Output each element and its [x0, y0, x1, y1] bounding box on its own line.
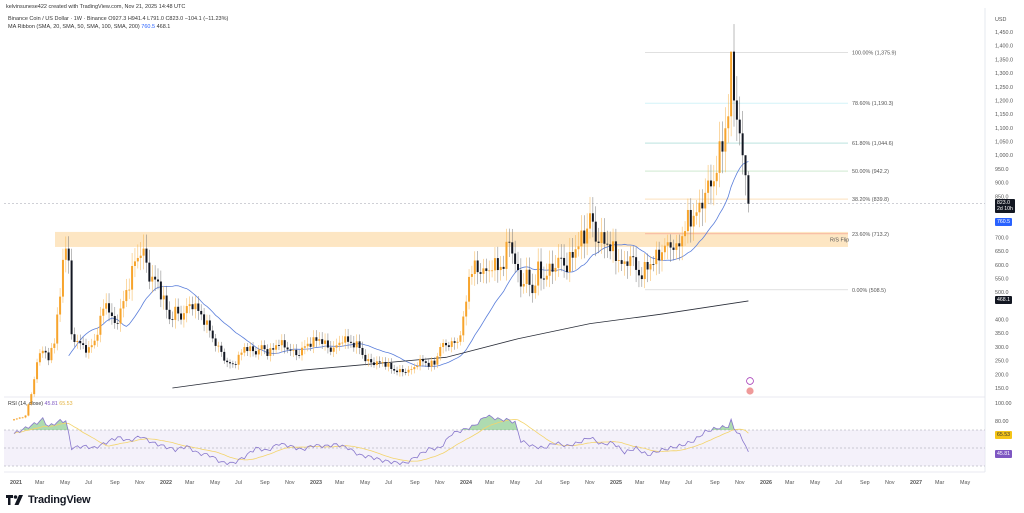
svg-text:Mar: Mar — [35, 480, 44, 486]
svg-text:Sep: Sep — [560, 480, 570, 486]
svg-text:80.00: 80.00 — [995, 419, 1009, 425]
event-badge-icon[interactable] — [746, 377, 754, 385]
bar-countdown: 2d 10h — [997, 206, 1013, 212]
svg-text:R/S Flip: R/S Flip — [830, 237, 849, 243]
chart-legend: Binance Coin / US Dollar · 1W · Binance … — [8, 15, 228, 31]
rsi-value-tag: 45.81 — [995, 450, 1012, 458]
svg-text:1,200.0: 1,200.0 — [995, 98, 1013, 104]
svg-text:61.80% (1,044.6): 61.80% (1,044.6) — [852, 141, 894, 147]
svg-text:400.0: 400.0 — [995, 318, 1009, 324]
svg-text:1,450.0: 1,450.0 — [995, 30, 1013, 36]
svg-text:1,350.0: 1,350.0 — [995, 57, 1013, 63]
ma200-price-tag: 468.1 — [995, 296, 1012, 304]
ma50-value: 760.5 — [141, 24, 156, 30]
svg-text:Jul: Jul — [235, 480, 242, 486]
svg-text:May: May — [960, 480, 970, 486]
svg-text:May: May — [510, 480, 520, 486]
svg-text:2025: 2025 — [610, 480, 622, 486]
svg-text:38.20% (839.8): 38.20% (839.8) — [852, 197, 889, 203]
svg-text:Mar: Mar — [485, 480, 494, 486]
svg-text:500.0: 500.0 — [995, 290, 1009, 296]
svg-text:May: May — [60, 480, 70, 486]
svg-text:100.00% (1,375.9): 100.00% (1,375.9) — [852, 50, 897, 56]
svg-text:850.0: 850.0 — [995, 194, 1009, 200]
attribution-text: kelvinsunese422 created with TradingView… — [6, 4, 186, 10]
svg-text:May: May — [210, 480, 220, 486]
svg-text:900.0: 900.0 — [995, 181, 1009, 187]
svg-text:0.00% (508.5): 0.00% (508.5) — [852, 288, 886, 294]
svg-text:May: May — [810, 480, 820, 486]
svg-text:2021: 2021 — [10, 480, 22, 486]
svg-text:Sep: Sep — [860, 480, 870, 486]
tradingview-logo-text: TradingView — [28, 494, 91, 506]
svg-text:23.60% (713.2): 23.60% (713.2) — [852, 232, 889, 238]
svg-text:550.0: 550.0 — [995, 276, 1009, 282]
ma-ribbon-label: MA Ribbon (SMA, 20, SMA, 50, SMA, 100, S… — [8, 24, 140, 30]
svg-text:2022: 2022 — [160, 480, 172, 486]
svg-text:Jul: Jul — [835, 480, 842, 486]
svg-text:100.00: 100.00 — [995, 401, 1012, 407]
svg-text:1,000.0: 1,000.0 — [995, 153, 1013, 159]
svg-text:300.0: 300.0 — [995, 345, 1009, 351]
rsi-value: 45.81 — [44, 401, 58, 407]
svg-text:600.0: 600.0 — [995, 263, 1009, 269]
economic-event-icon[interactable] — [746, 387, 754, 395]
tradingview-logo[interactable]: TradingView — [6, 494, 91, 506]
svg-text:350.0: 350.0 — [995, 331, 1009, 337]
svg-text:250.0: 250.0 — [995, 359, 1009, 365]
svg-text:Nov: Nov — [435, 480, 445, 486]
svg-text:78.60% (1,190.3): 78.60% (1,190.3) — [852, 101, 894, 107]
symbol-ohlc-line: Binance Coin / US Dollar · 1W · Binance … — [8, 16, 229, 22]
svg-text:Mar: Mar — [335, 480, 344, 486]
svg-text:Mar: Mar — [785, 480, 794, 486]
svg-text:650.0: 650.0 — [995, 249, 1009, 255]
rsi-legend: RSI (14, close) 45.81 65.53 — [8, 401, 73, 407]
svg-text:Jul: Jul — [685, 480, 692, 486]
ma50-price-tag: 760.5 — [995, 218, 1012, 226]
svg-text:Mar: Mar — [935, 480, 944, 486]
svg-text:May: May — [360, 480, 370, 486]
svg-text:USD: USD — [995, 17, 1006, 23]
svg-text:2026: 2026 — [760, 480, 772, 486]
svg-text:Jul: Jul — [85, 480, 92, 486]
svg-text:1,150.0: 1,150.0 — [995, 112, 1013, 118]
svg-text:Sep: Sep — [410, 480, 420, 486]
svg-text:50.00% (942.2): 50.00% (942.2) — [852, 169, 889, 175]
svg-text:200.0: 200.0 — [995, 372, 1009, 378]
svg-text:Mar: Mar — [185, 480, 194, 486]
svg-text:Nov: Nov — [285, 480, 295, 486]
svg-text:2023: 2023 — [310, 480, 322, 486]
svg-text:1,400.0: 1,400.0 — [995, 44, 1013, 50]
rsi-label: RSI (14, close) — [8, 401, 44, 407]
svg-text:Nov: Nov — [585, 480, 595, 486]
svg-text:Nov: Nov — [135, 480, 145, 486]
svg-text:1,300.0: 1,300.0 — [995, 71, 1013, 77]
svg-text:1,100.0: 1,100.0 — [995, 126, 1013, 132]
svg-text:150.0: 150.0 — [995, 386, 1009, 392]
svg-text:Nov: Nov — [735, 480, 745, 486]
tradingview-logo-icon — [6, 495, 23, 505]
last-price-value: 823.0 — [997, 200, 1010, 206]
svg-text:Sep: Sep — [260, 480, 270, 486]
svg-text:May: May — [660, 480, 670, 486]
svg-text:1,050.0: 1,050.0 — [995, 140, 1013, 146]
svg-text:Nov: Nov — [885, 480, 895, 486]
ma-ribbon-line: MA Ribbon (SMA, 20, SMA, 50, SMA, 100, S… — [8, 23, 228, 31]
svg-text:Mar: Mar — [635, 480, 644, 486]
svg-text:950.0: 950.0 — [995, 167, 1009, 173]
svg-text:1,250.0: 1,250.0 — [995, 85, 1013, 91]
svg-text:Sep: Sep — [110, 480, 120, 486]
svg-text:Jul: Jul — [385, 480, 392, 486]
svg-text:Jul: Jul — [535, 480, 542, 486]
svg-text:2027: 2027 — [910, 480, 922, 486]
ma200-value: 468.1 — [156, 24, 171, 30]
last-price-tag: 823.0 2d 10h — [995, 199, 1015, 213]
rsi-ma-value: 65.53 — [59, 401, 73, 407]
svg-text:Sep: Sep — [710, 480, 720, 486]
svg-text:2024: 2024 — [460, 480, 472, 486]
svg-text:700.0: 700.0 — [995, 235, 1009, 241]
rsi-ma-tag: 65.53 — [995, 431, 1012, 439]
candles — [13, 24, 750, 421]
